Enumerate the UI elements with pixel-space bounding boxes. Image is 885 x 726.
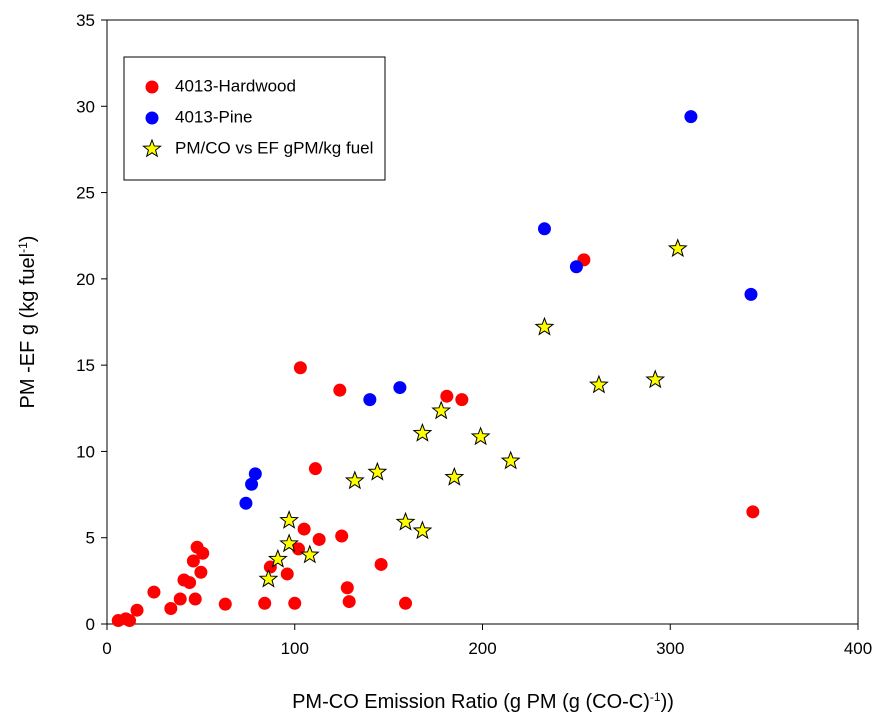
y-axis-label: PM -EF g (kg fuel-1) [16, 236, 39, 409]
circle-marker [333, 383, 347, 397]
ylabel-part: ) [17, 236, 39, 243]
circle-marker [399, 596, 413, 610]
circle-marker [145, 111, 159, 125]
star-marker [470, 426, 491, 446]
y-tick-label: 35 [76, 11, 95, 30]
star-marker [534, 316, 555, 336]
star-marker [367, 461, 388, 481]
circle-marker [288, 596, 302, 610]
circle-marker [342, 595, 356, 609]
star-marker [412, 422, 433, 442]
circle-marker [744, 287, 758, 301]
x-tick-label: 0 [102, 639, 111, 658]
circle-marker [173, 592, 187, 606]
circle-marker [280, 567, 294, 581]
circle-marker [147, 585, 161, 599]
y-tick-label: 0 [86, 615, 95, 634]
circle-marker [164, 601, 178, 615]
circle-marker [312, 532, 326, 546]
circle-marker [194, 565, 208, 579]
circle-marker [569, 260, 583, 274]
y-tick-label: 15 [76, 356, 95, 375]
star-marker [444, 466, 465, 486]
y-tick-label: 20 [76, 270, 95, 289]
star-marker [279, 510, 300, 529]
x-tick-label: 100 [281, 639, 309, 658]
star-marker [412, 520, 433, 540]
circle-marker [130, 603, 144, 617]
circle-marker [340, 581, 354, 595]
xlabel-part: -1 [650, 690, 661, 704]
circle-marker [218, 597, 232, 611]
y-tick-label: 25 [76, 184, 95, 203]
xlabel-part: )) [661, 691, 674, 713]
circle-marker [297, 522, 311, 536]
x-tick-label: 400 [844, 639, 872, 658]
star-marker [142, 138, 162, 158]
circle-marker [455, 393, 469, 407]
x-tick-label: 300 [656, 639, 684, 658]
x-tick-label: 200 [468, 639, 496, 658]
circle-marker [440, 389, 454, 403]
circle-marker [196, 546, 210, 560]
star-marker [267, 548, 288, 568]
circle-marker [186, 554, 200, 568]
legend-box [123, 56, 386, 181]
circle-marker [245, 477, 259, 491]
star-marker [258, 568, 279, 588]
circle-marker [374, 557, 388, 571]
legend-label: 4013-Pine [175, 107, 253, 126]
ylabel-part: PM -EF g (kg fuel [17, 253, 39, 409]
legend-label: 4013-Hardwood [175, 76, 296, 95]
circle-marker [293, 361, 307, 375]
circle-marker [248, 467, 262, 481]
circle-marker [308, 462, 322, 476]
star-marker [431, 400, 452, 420]
x-axis-label: PM-CO Emission Ratio (g PM (g (CO-C)-1)) [292, 690, 674, 713]
circle-marker [335, 529, 349, 543]
star-marker [667, 238, 688, 258]
y-tick-label: 5 [86, 529, 95, 548]
circle-marker [183, 576, 197, 590]
star-marker [645, 369, 666, 389]
circle-marker [258, 596, 272, 610]
circle-marker [123, 614, 137, 628]
circle-marker [188, 592, 202, 606]
legend-label: PM/CO vs EF gPM/kg fuel [175, 138, 373, 157]
circle-marker [537, 222, 551, 236]
ylabel-part: -1 [16, 242, 30, 253]
star-marker [588, 374, 609, 394]
y-tick-label: 30 [76, 97, 95, 116]
y-tick-label: 10 [76, 442, 95, 461]
circle-marker [746, 505, 760, 519]
circle-marker [145, 80, 159, 94]
star-marker [299, 544, 320, 564]
xlabel-part: PM-CO Emission Ratio (g PM (g (CO-C) [292, 691, 650, 713]
circle-marker [393, 381, 407, 395]
star-marker [500, 450, 521, 470]
star-marker [395, 511, 416, 531]
star-marker [279, 533, 300, 553]
star-marker [344, 470, 365, 490]
circle-marker [239, 496, 253, 510]
circle-marker [363, 393, 377, 407]
circle-marker [684, 110, 698, 124]
